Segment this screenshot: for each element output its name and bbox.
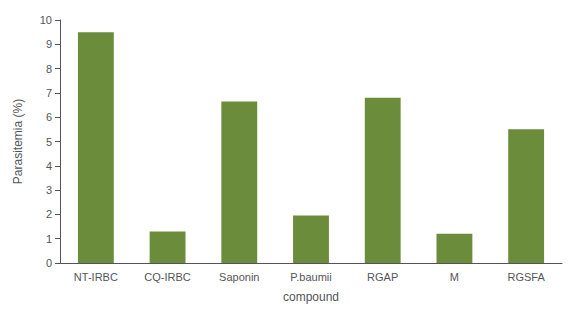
svg-text:RGSFA: RGSFA xyxy=(507,271,545,283)
svg-text:10: 10 xyxy=(40,14,52,26)
svg-text:NT-IRBC: NT-IRBC xyxy=(74,271,118,283)
svg-text:8: 8 xyxy=(46,63,52,75)
svg-text:Parasitemia (%): Parasitemia (%) xyxy=(11,99,25,184)
svg-text:P.baumii: P.baumii xyxy=(290,271,331,283)
svg-text:7: 7 xyxy=(46,87,52,99)
svg-text:0: 0 xyxy=(46,257,52,269)
svg-text:5: 5 xyxy=(46,136,52,148)
svg-text:Saponin: Saponin xyxy=(219,271,259,283)
svg-text:3: 3 xyxy=(46,184,52,196)
svg-text:RGAP: RGAP xyxy=(367,271,398,283)
svg-text:1: 1 xyxy=(46,233,52,245)
svg-text:M: M xyxy=(450,271,459,283)
svg-text:2: 2 xyxy=(46,208,52,220)
svg-text:6: 6 xyxy=(46,111,52,123)
svg-text:compound: compound xyxy=(283,290,339,304)
svg-text:CQ-IRBC: CQ-IRBC xyxy=(144,271,191,283)
svg-text:9: 9 xyxy=(46,38,52,50)
svg-text:4: 4 xyxy=(46,160,52,172)
